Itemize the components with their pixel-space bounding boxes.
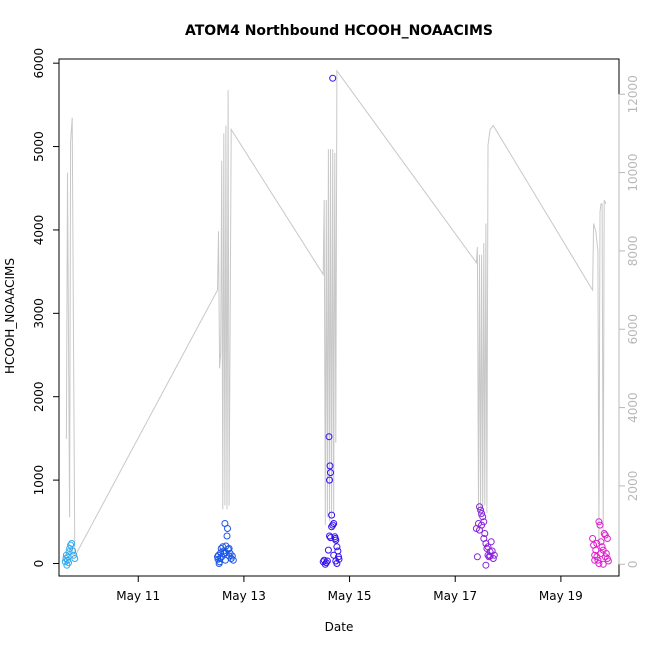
altitude-line [65,69,607,557]
data-point [478,510,486,517]
data-point [329,521,337,529]
data-point [599,560,607,568]
y2-tick-label: 8000 [626,236,640,267]
data-point [600,530,608,537]
data-point [594,556,602,564]
data-point [480,535,488,542]
data-point [597,538,605,546]
series-3 [319,74,343,568]
data-point [223,532,231,540]
data-point [484,543,492,551]
y-tick-label: 6000 [32,48,46,79]
data-point [473,553,481,561]
data-point [329,74,337,82]
x-tick-label: May 15 [328,589,372,603]
data-point [602,550,610,557]
data-point [595,560,603,567]
plot-frame [58,58,620,577]
data-point [323,557,331,565]
chart-title: ATOM4 Northbound HCOOH_NOAACIMS [185,23,493,39]
x-tick-label: May 13 [222,589,266,603]
data-point [479,513,487,521]
data-point [592,546,600,554]
data-point [324,546,332,554]
y-tick-label: 4000 [32,215,46,246]
data-point [598,543,606,551]
data-point [490,551,498,559]
data-point [328,511,336,519]
data-point [601,531,609,539]
data-point [65,559,72,567]
x-tick-label: May 19 [539,589,583,603]
y-tick-label: 0 [32,560,46,568]
data-point [486,552,494,560]
data-point [591,551,599,559]
series-2 [214,520,237,567]
y2-tick-label: 6000 [626,314,640,345]
data-point [228,552,236,560]
series-5 [589,518,612,568]
series-4 [472,503,498,569]
data-point [224,525,231,532]
y2-tick-label: 12000 [626,75,640,113]
data-point [326,462,334,470]
data-point [487,538,495,546]
data-point [597,550,605,557]
data-point [69,547,77,555]
data-point [333,560,341,567]
data-point [333,543,341,551]
data-point [603,535,611,542]
data-point [322,559,330,567]
y-tick-label: 1000 [32,465,46,496]
data-point [593,553,601,561]
y2-tick-label: 10000 [626,153,640,191]
data-point [229,556,237,564]
data-point [220,550,228,557]
series-1 [61,540,79,569]
data-point [478,521,486,529]
data-point [481,530,489,537]
data-point [477,506,485,514]
y-tick-label: 2000 [32,381,46,412]
data-point [65,548,73,556]
altitude-layer [65,69,607,557]
data-point [476,503,483,511]
y2-tick-label: 4000 [626,392,640,423]
data-point [71,555,79,562]
x-tick-label: May 11 [116,589,160,603]
y2-tick-label: 0 [626,560,640,568]
data-point [70,551,78,559]
data-point [326,476,333,484]
x-tick-label: May 17 [433,589,477,603]
data-point [595,518,603,526]
data-point [593,540,601,547]
y-tick-label: 5000 [32,131,46,162]
data-point [591,556,599,564]
data-point [325,433,333,441]
data-point [326,532,333,540]
y-axis-label: HCOOH_NOAACIMS [3,258,17,374]
data-point [328,523,336,531]
data-point [327,469,334,477]
data-point [589,535,597,542]
data-point [68,540,76,547]
y2-tick-label: 2000 [626,471,640,502]
axes-layer: May 11 May 13 May 15 May 17 May 19 0 1000 2000 3… [32,48,640,603]
data-point [596,521,604,529]
data-point [225,545,233,552]
data-point [601,553,609,561]
x-axis-label: Date [325,620,354,634]
data-point [67,541,75,549]
points-layer [61,74,612,569]
data-point [482,561,490,569]
data-point [327,534,334,542]
y-tick-label: 3000 [32,298,46,329]
